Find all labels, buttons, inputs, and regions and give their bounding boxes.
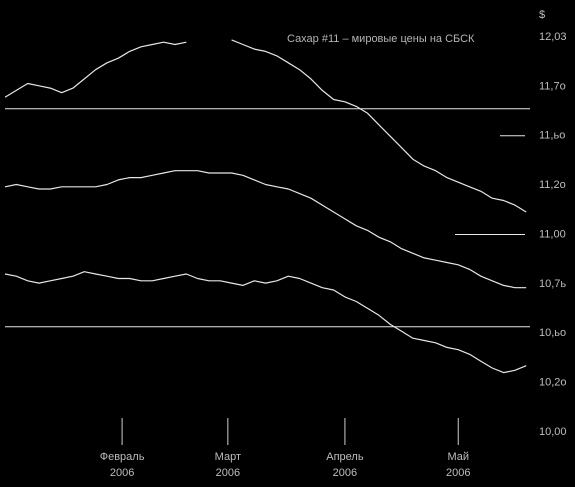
y-tick-labels: 12,03 11,7о 11,ьо 11,2о 11,00 10,7ь 10,ьо 10,2о…: [539, 31, 567, 438]
x-tick-label: Март: [215, 451, 241, 463]
y-tick-label: 12,03: [539, 31, 567, 43]
y-tick-label: 11,2о: [539, 179, 566, 191]
series-line-1: [4, 39, 527, 213]
y-tick-label: 11,7о: [539, 80, 566, 92]
y-tick-label: 10,7ь: [539, 278, 566, 290]
x-tick-label: Февраль: [100, 451, 145, 463]
y-tick-marks: [455, 135, 525, 235]
y-tick-label: 10,ьо: [539, 327, 566, 339]
x-tick-year: 2006: [216, 467, 240, 479]
x-tick-year: 2006: [333, 467, 357, 479]
x-tick-labels: Февраль 2006 Март 2006 Апрель 2006 Май 2006: [100, 418, 470, 479]
y-tick-label: 10,2о: [539, 377, 567, 389]
x-tick-year: 2006: [110, 467, 134, 479]
y-axis-label: $: [539, 9, 545, 21]
series-line-2: [4, 170, 527, 289]
x-tick-label: Май: [447, 451, 469, 463]
y-tick-label: 11,00: [539, 228, 566, 240]
chart-title: Сахар #11 – мировые цены на СБСК: [287, 33, 475, 45]
y-tick-label: 11,ьо: [539, 130, 565, 142]
series-line-3: [4, 271, 527, 374]
series-layer: [4, 39, 527, 374]
x-tick-label: Апрель: [326, 451, 364, 463]
x-tick-year: 2006: [446, 467, 470, 479]
y-tick-label: 10,00: [539, 426, 567, 438]
reference-lines: [5, 108, 530, 328]
